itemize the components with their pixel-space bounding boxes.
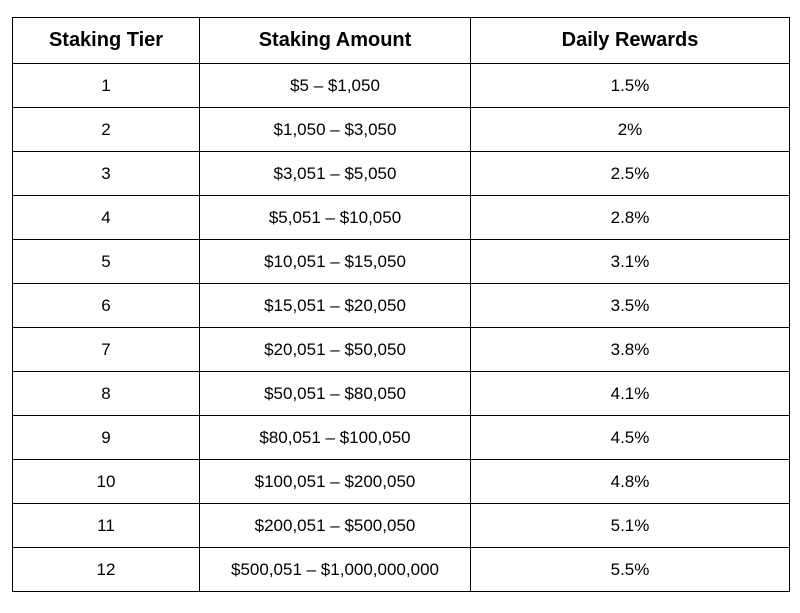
table-cell: 2.5% [470, 151, 790, 196]
table-cell: 2.8% [470, 195, 790, 240]
table-cell: 3.1% [470, 239, 790, 284]
table-row: 7 $20,051 – $50,050 3.8% [12, 327, 790, 372]
table-row: 8 $50,051 – $80,050 4.1% [12, 371, 790, 416]
table-cell: 9 [12, 415, 200, 460]
table-cell: $3,051 – $5,050 [199, 151, 471, 196]
table-cell: 4 [12, 195, 200, 240]
table-row: 5 $10,051 – $15,050 3.1% [12, 239, 790, 284]
table-cell: $80,051 – $100,050 [199, 415, 471, 460]
table-cell: 4.5% [470, 415, 790, 460]
table-cell: 3 [12, 151, 200, 196]
table-cell: 10 [12, 459, 200, 504]
staking-table: Staking Tier Staking Amount Daily Rewards … [12, 17, 790, 592]
table-cell: 8 [12, 371, 200, 416]
table-cell: $100,051 – $200,050 [199, 459, 471, 504]
table-row: 6 $15,051 – $20,050 3.5% [12, 283, 790, 328]
table-cell: 12 [12, 547, 200, 592]
table-body: 1 $5 – $1,050 1.5% 2 $1,050 – $3,050 2% 3 $3,05… [12, 63, 790, 592]
table-cell: 4.1% [470, 371, 790, 416]
table-cell: 11 [12, 503, 200, 548]
table-cell: $1,050 – $3,050 [199, 107, 471, 152]
table-cell: $50,051 – $80,050 [199, 371, 471, 416]
table-row: 3 $3,051 – $5,050 2.5% [12, 151, 790, 196]
table-row: 12 $500,051 – $1,000,000,000 5.5% [12, 547, 790, 592]
table-cell: 6 [12, 283, 200, 328]
table-cell: $10,051 – $15,050 [199, 239, 471, 284]
table-cell: 7 [12, 327, 200, 372]
table-cell: 1.5% [470, 63, 790, 108]
header-cell: Staking Amount [199, 17, 471, 64]
table-cell: 5 [12, 239, 200, 284]
header-cell: Staking Tier [12, 17, 200, 64]
table-row: 11 $200,051 – $500,050 5.1% [12, 503, 790, 548]
table-cell: 1 [12, 63, 200, 108]
table-cell: 2 [12, 107, 200, 152]
table-cell: 3.8% [470, 327, 790, 372]
table-row: 1 $5 – $1,050 1.5% [12, 63, 790, 108]
table-row: 2 $1,050 – $3,050 2% [12, 107, 790, 152]
table-cell: $5 – $1,050 [199, 63, 471, 108]
table-cell: 5.1% [470, 503, 790, 548]
table-cell: $20,051 – $50,050 [199, 327, 471, 372]
table-row: 9 $80,051 – $100,050 4.5% [12, 415, 790, 460]
table-cell: 5.5% [470, 547, 790, 592]
table-cell: 3.5% [470, 283, 790, 328]
header-cell: Daily Rewards [470, 17, 790, 64]
header-row: Staking Tier Staking Amount Daily Rewards [12, 17, 790, 64]
table-cell: 2% [470, 107, 790, 152]
table-row: 4 $5,051 – $10,050 2.8% [12, 195, 790, 240]
table-cell: 4.8% [470, 459, 790, 504]
table-cell: $5,051 – $10,050 [199, 195, 471, 240]
table-cell: $15,051 – $20,050 [199, 283, 471, 328]
table-row: 10 $100,051 – $200,050 4.8% [12, 459, 790, 504]
table-cell: $200,051 – $500,050 [199, 503, 471, 548]
table-cell: $500,051 – $1,000,000,000 [199, 547, 471, 592]
